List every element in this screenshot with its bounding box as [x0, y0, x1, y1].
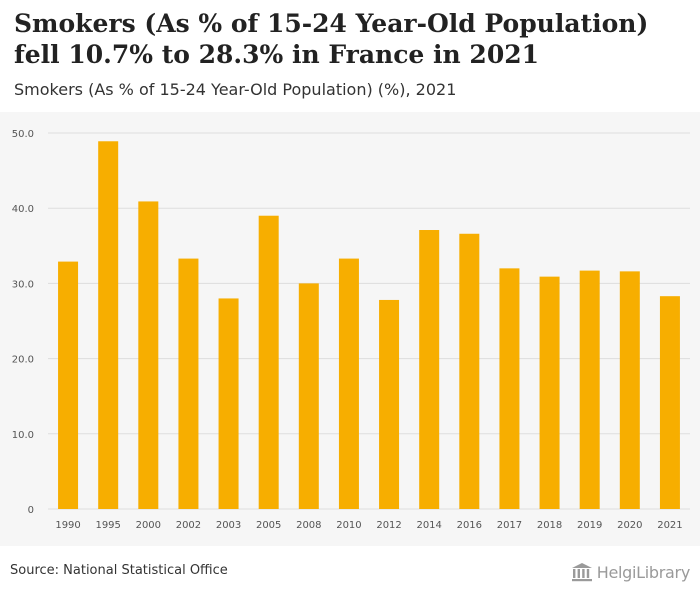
- x-tick-label-2002: 2002: [176, 520, 201, 531]
- x-tick-label-2014: 2014: [416, 520, 441, 531]
- y-tick-label: 30.0: [12, 279, 34, 290]
- chart-subtitle: Smokers (As % of 15-24 Year-Old Populati…: [14, 80, 457, 99]
- bar-2008[interactable]: [298, 283, 319, 509]
- x-tick-label-2016: 2016: [457, 520, 482, 531]
- bar-2021[interactable]: [659, 296, 680, 509]
- bar-2003[interactable]: [218, 298, 239, 509]
- source-note: Source: National Statistical Office: [10, 563, 228, 578]
- chart-area: 0 10.0 20.0 30.0 40.0 50.0 1990 1995 2000 2002 20…: [0, 112, 700, 546]
- x-tick-label-2010: 2010: [336, 520, 361, 531]
- bar-2000[interactable]: [138, 201, 159, 509]
- x-tick-label-2003: 2003: [216, 520, 241, 531]
- bar-2018[interactable]: [539, 276, 560, 509]
- chart-title: Smokers (As % of 15-24 Year-Old Populati…: [14, 9, 649, 69]
- bar-2010[interactable]: [338, 258, 359, 509]
- bar-2005[interactable]: [258, 215, 279, 509]
- x-tick-label-1995: 1995: [95, 520, 120, 531]
- bar-1995[interactable]: [98, 141, 119, 509]
- bar-2002[interactable]: [178, 258, 199, 509]
- logo-text: HelgiLibrary: [596, 562, 691, 582]
- bar-2016[interactable]: [459, 233, 480, 509]
- helgi-library-logo[interactable]: HelgiLibrary: [571, 559, 690, 585]
- x-tick-label-2018: 2018: [537, 520, 562, 531]
- y-tick-label: 10.0: [12, 430, 34, 441]
- bar-2014[interactable]: [419, 230, 440, 509]
- x-tick-label-2008: 2008: [296, 520, 321, 531]
- bar-2012[interactable]: [379, 299, 400, 509]
- x-tick-label-2000: 2000: [136, 520, 161, 531]
- bar-2019[interactable]: [579, 270, 600, 509]
- x-tick-label-2021: 2021: [657, 520, 682, 531]
- y-tick-label: 0: [28, 505, 34, 516]
- x-tick-label-2020: 2020: [617, 520, 642, 531]
- library-columns-icon: [571, 563, 592, 582]
- bar-2020[interactable]: [619, 271, 640, 509]
- x-tick-label-2005: 2005: [256, 520, 281, 531]
- x-tick-label-2017: 2017: [497, 520, 522, 531]
- bar-1990[interactable]: [58, 261, 79, 509]
- bar-2017[interactable]: [499, 268, 520, 509]
- y-tick-label: 50.0: [12, 129, 34, 140]
- x-tick-label-2012: 2012: [376, 520, 401, 531]
- x-tick-label-2019: 2019: [577, 520, 602, 531]
- y-tick-label: 20.0: [12, 355, 34, 366]
- bar-chart: 0 10.0 20.0 30.0 40.0 50.0 1990 1995 2000 2002 20…: [12, 129, 690, 531]
- y-tick-label: 40.0: [12, 204, 34, 215]
- x-tick-label-1990: 1990: [55, 520, 80, 531]
